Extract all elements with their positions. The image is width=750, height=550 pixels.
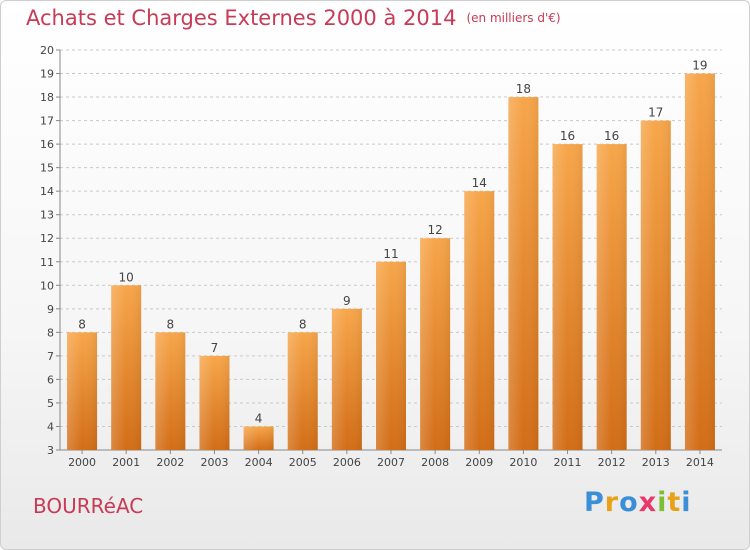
bar-shine (640, 120, 671, 451)
bar-shine (67, 332, 98, 450)
bar-value-label: 8 (299, 317, 307, 331)
y-tick-label: 4 (47, 420, 54, 433)
bar-shine (684, 73, 715, 450)
bar-value-label: 14 (472, 176, 487, 190)
bar-value-label: 11 (383, 247, 398, 261)
brand-letter: t (667, 487, 682, 518)
bar-shine (199, 355, 230, 450)
bar-value-label: 18 (516, 82, 531, 96)
brand-letter: i (681, 487, 692, 518)
town-name: BOURRéAC (33, 494, 144, 518)
bar-value-label: 8 (167, 317, 175, 331)
y-tick-label: 13 (40, 209, 54, 222)
y-tick-label: 6 (47, 373, 54, 386)
bar-shine (111, 285, 142, 450)
y-tick-label: 19 (40, 68, 54, 81)
x-tick-label: 2003 (200, 456, 228, 469)
y-tick-label: 3 (47, 444, 54, 457)
y-tick-label: 9 (47, 303, 54, 316)
brand-letter: i (657, 487, 668, 518)
y-tick-label: 20 (40, 44, 54, 57)
x-tick-label: 2008 (421, 456, 449, 469)
bar-value-label: 16 (560, 129, 575, 143)
bar-shine (376, 261, 406, 450)
x-tick-label: 2013 (642, 456, 670, 469)
bar-value-label: 9 (343, 294, 351, 308)
x-tick-label: 2004 (245, 456, 273, 469)
y-tick-label: 14 (40, 185, 54, 198)
y-tick-label: 15 (40, 162, 54, 175)
labels: 8 2000 10 2001 8 2002 7 2003 4 2004 8 2005 9 2006 11 20… (68, 59, 714, 469)
y-tick-label: 16 (40, 138, 54, 151)
x-tick-label: 2011 (554, 456, 582, 469)
proxiti-logo: Proxiti (584, 487, 692, 518)
bar-shine (155, 332, 186, 450)
bar-value-label: 7 (211, 341, 219, 355)
x-tick-label: 2007 (377, 456, 405, 469)
bar-value-label: 12 (427, 223, 442, 237)
brand-letter: o (619, 487, 639, 518)
y-tick-label: 11 (40, 256, 54, 269)
bar-value-label: 4 (255, 411, 263, 425)
x-tick-label: 2000 (68, 456, 96, 469)
bar-value-label: 17 (648, 106, 663, 120)
chart-title: Achats et Charges Externes 2000 à 2014 (e… (26, 6, 561, 30)
x-tick-label: 2009 (465, 456, 493, 469)
brand-letter: P (584, 487, 605, 518)
bar-value-label: 8 (78, 317, 86, 331)
chart-unit: (en milliers d'€) (466, 11, 561, 25)
bar-value-label: 10 (119, 270, 134, 284)
y-tick-label: 18 (40, 91, 54, 104)
x-tick-label: 2010 (509, 456, 537, 469)
brand-letter: x (638, 487, 658, 518)
x-tick-label: 2014 (686, 456, 714, 469)
x-tick-label: 2006 (333, 456, 361, 469)
chart-title-text: Achats et Charges Externes 2000 à 2014 (26, 6, 457, 30)
bar-value-label: 16 (604, 129, 619, 143)
y-tick-label: 7 (47, 350, 54, 363)
bars (67, 73, 715, 451)
x-tick-label: 2012 (598, 456, 626, 469)
bar-shine (464, 191, 495, 451)
bar-shine (331, 308, 362, 450)
bar-shine (508, 97, 539, 450)
y-tick-label: 12 (40, 232, 54, 245)
y-tick-label: 5 (47, 397, 54, 410)
bar-value-label: 19 (692, 59, 707, 73)
bar-shine (596, 144, 627, 450)
x-tick-label: 2002 (156, 456, 184, 469)
y-tick-label: 10 (40, 279, 54, 292)
y-tick-label: 8 (47, 326, 54, 339)
x-tick-label: 2005 (289, 456, 317, 469)
bar-shine (420, 238, 451, 450)
bar-shine (287, 332, 318, 450)
x-tick-label: 2001 (112, 456, 140, 469)
brand-letter: r (604, 487, 620, 518)
y-tick-label: 17 (40, 115, 54, 128)
bar-shine (552, 144, 583, 450)
bar-shine (243, 426, 274, 450)
